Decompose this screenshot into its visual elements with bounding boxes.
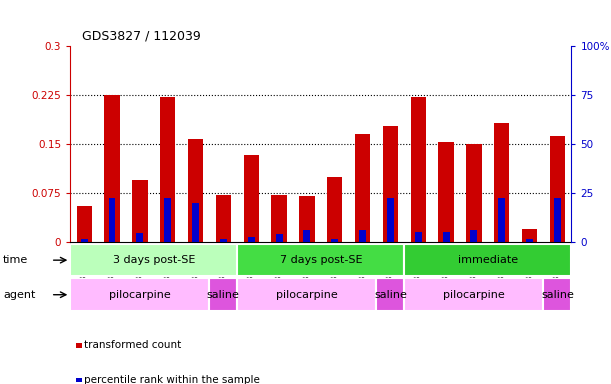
Bar: [359, 230, 366, 242]
Text: 7 days post-SE: 7 days post-SE: [279, 255, 362, 265]
Bar: [543, 278, 571, 311]
Text: 3 days post-SE: 3 days post-SE: [112, 255, 195, 265]
Bar: [466, 144, 481, 242]
Bar: [109, 197, 115, 242]
Bar: [442, 232, 450, 242]
Bar: [132, 180, 147, 242]
Bar: [136, 233, 144, 242]
Text: time: time: [3, 255, 28, 265]
Bar: [76, 206, 92, 242]
Bar: [411, 97, 426, 242]
Text: GDS3827 / 112039: GDS3827 / 112039: [82, 29, 201, 42]
Bar: [498, 197, 505, 242]
Text: saline: saline: [207, 290, 240, 300]
Bar: [237, 278, 376, 311]
Text: transformed count: transformed count: [84, 340, 181, 350]
Bar: [164, 197, 171, 242]
Bar: [438, 142, 454, 242]
Bar: [237, 244, 404, 276]
Bar: [550, 136, 565, 242]
Text: pilocarpine: pilocarpine: [276, 290, 338, 300]
Bar: [70, 278, 210, 311]
Bar: [327, 177, 342, 242]
Text: percentile rank within the sample: percentile rank within the sample: [84, 375, 260, 384]
Bar: [522, 229, 537, 242]
Bar: [526, 239, 533, 242]
Text: agent: agent: [3, 290, 35, 300]
Bar: [247, 237, 255, 242]
Text: immediate: immediate: [458, 255, 518, 265]
Bar: [331, 239, 338, 242]
Bar: [554, 197, 561, 242]
Text: pilocarpine: pilocarpine: [443, 290, 505, 300]
Text: saline: saline: [374, 290, 407, 300]
Bar: [382, 126, 398, 242]
Bar: [494, 123, 510, 242]
Bar: [404, 278, 543, 311]
Bar: [188, 139, 203, 242]
Bar: [304, 230, 310, 242]
Text: saline: saline: [541, 290, 574, 300]
Bar: [160, 97, 175, 242]
Text: pilocarpine: pilocarpine: [109, 290, 170, 300]
Bar: [220, 239, 227, 242]
Bar: [244, 155, 259, 242]
Bar: [216, 195, 231, 242]
Bar: [192, 203, 199, 242]
Bar: [404, 244, 571, 276]
Bar: [355, 134, 370, 242]
Bar: [276, 234, 282, 242]
Bar: [70, 244, 237, 276]
Bar: [415, 232, 422, 242]
Bar: [210, 278, 237, 311]
Bar: [104, 95, 120, 242]
Bar: [299, 196, 315, 242]
Bar: [376, 278, 404, 311]
Bar: [271, 195, 287, 242]
Bar: [470, 230, 477, 242]
Bar: [387, 197, 394, 242]
Bar: [81, 239, 87, 242]
